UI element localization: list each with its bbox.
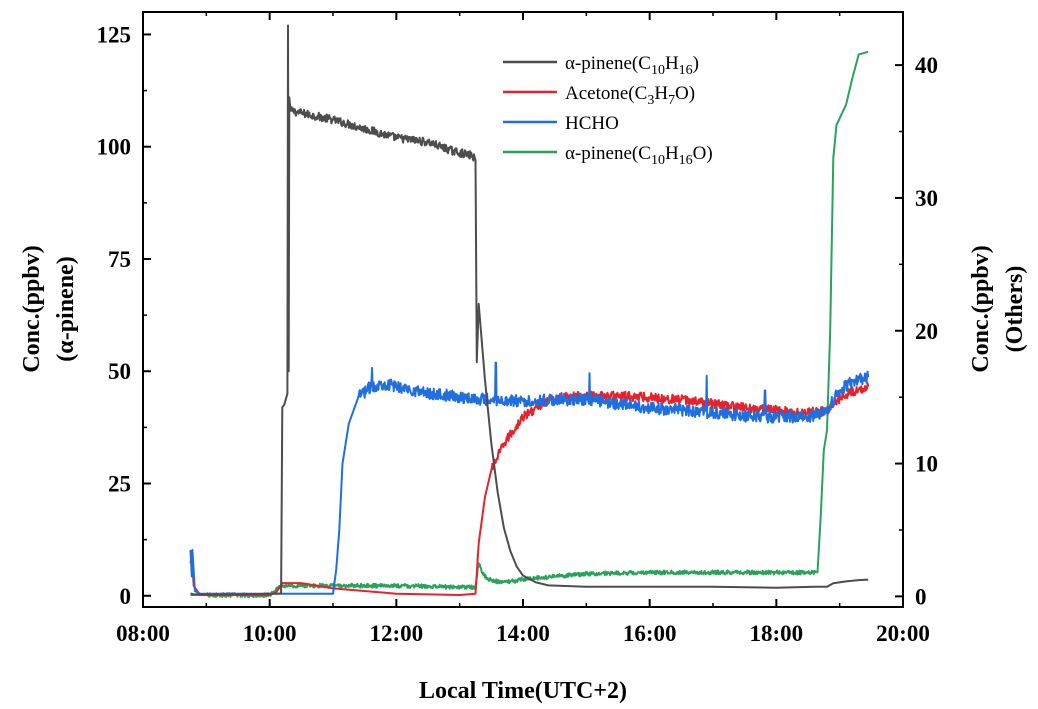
y-right-tick-label: 20 <box>915 319 938 344</box>
x-tick-label: 20:00 <box>876 621 930 646</box>
left-axis-title-line-2: (α-pinene) <box>53 256 79 361</box>
legend-label: HCHO <box>565 113 619 134</box>
y-left-tick-label: 75 <box>108 247 131 272</box>
right-axis-title-line-2: (Others) <box>1002 266 1028 353</box>
x-axis-title: Local Time(UTC+2) <box>419 678 627 704</box>
right-axis-title: Conc.(ppbv) (Others) <box>968 245 1028 372</box>
series-layer <box>189 24 870 598</box>
x-tick-label: 14:00 <box>496 621 550 646</box>
left-axis-title-line-1: Conc.(ppbv) <box>19 245 45 372</box>
axes-layer: 08:00 10:00 12:00 14:00 16:00 18:00 20:00 0 25 50… <box>97 12 938 646</box>
x-tick-label: 12:00 <box>369 621 423 646</box>
x-tick-label: 10:00 <box>243 621 297 646</box>
x-tick-label: 18:00 <box>749 621 803 646</box>
y-right-tick-label: 0 <box>915 584 927 609</box>
y-right-tick-label: 10 <box>915 452 938 477</box>
left-axis-title: Conc.(ppbv) (α-pinene) <box>19 245 79 372</box>
x-tick-label: 08:00 <box>116 621 170 646</box>
y-left-tick-label: 100 <box>97 135 132 160</box>
right-axis-title-line-1: Conc.(ppbv) <box>968 245 994 372</box>
legend-label: α-pinene(C10H16O) <box>565 143 713 168</box>
y-left-tick-label: 125 <box>97 22 132 47</box>
legend-label: α-pinene(C10H16) <box>565 53 699 78</box>
y-left-tick-label: 25 <box>108 472 131 497</box>
plot-frame <box>142 11 904 608</box>
series-line <box>189 361 870 595</box>
legend: α-pinene(C10H16) Acetone(C3H7O) HCHO α-pine… <box>503 53 713 168</box>
series-line <box>190 24 869 596</box>
y-right-tick-label: 40 <box>915 53 938 78</box>
x-tick-label: 16:00 <box>623 621 677 646</box>
y-left-tick-label: 0 <box>120 584 132 609</box>
y-left-tick-label: 50 <box>108 359 131 384</box>
series-line <box>190 50 869 598</box>
y-right-tick-label: 30 <box>915 186 938 211</box>
legend-label: Acetone(C3H7O) <box>565 83 695 108</box>
